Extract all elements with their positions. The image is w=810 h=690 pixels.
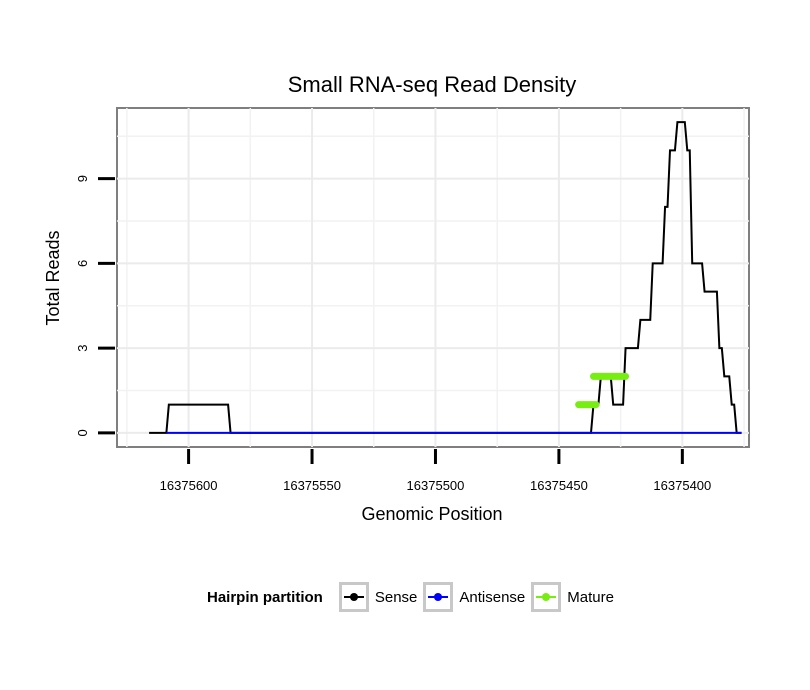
y-tick-label: 0 bbox=[75, 429, 90, 436]
x-tick-label: 16375600 bbox=[160, 478, 218, 493]
x-axis: 16375600 16375550 16375500 16375450 16375400 bbox=[160, 449, 711, 493]
chart-title: Small RNA-seq Read Density bbox=[288, 72, 577, 97]
legend-key-antisense bbox=[423, 582, 454, 612]
series-layer bbox=[149, 121, 742, 434]
y-tick-label: 6 bbox=[75, 260, 90, 267]
legend-item-mature: Mature bbox=[531, 582, 614, 612]
y-axis: 0 3 6 9 bbox=[75, 175, 115, 436]
legend-label: Antisense bbox=[459, 588, 526, 606]
legend-label: Sense bbox=[374, 588, 418, 606]
legend: Hairpin partition Sense Antisense Mature bbox=[207, 580, 620, 614]
legend-key-sense bbox=[338, 582, 369, 612]
y-tick-label: 3 bbox=[75, 345, 90, 352]
x-tick-label: 16375400 bbox=[653, 478, 711, 493]
y-axis-label: Total Reads bbox=[43, 230, 63, 325]
x-tick-label: 16375450 bbox=[530, 478, 588, 493]
x-tick-label: 16375500 bbox=[407, 478, 465, 493]
legend-label: Mature bbox=[567, 588, 614, 606]
plot-panel bbox=[116, 107, 750, 448]
x-axis-label: Genomic Position bbox=[361, 504, 502, 524]
legend-item-antisense: Antisense bbox=[423, 582, 525, 612]
legend-key-mature bbox=[531, 582, 562, 612]
legend-title: Hairpin partition bbox=[207, 588, 323, 606]
legend-item-sense: Sense bbox=[338, 582, 418, 612]
x-tick-label: 16375550 bbox=[283, 478, 341, 493]
grid-minor bbox=[117, 108, 749, 447]
y-tick-label: 9 bbox=[75, 175, 90, 182]
